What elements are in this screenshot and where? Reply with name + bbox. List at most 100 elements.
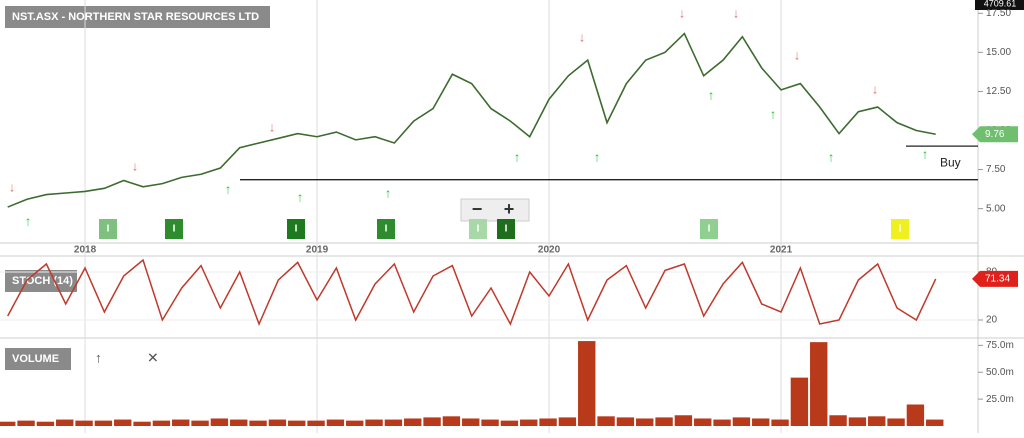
y-tick-label: 5.00 bbox=[986, 203, 1006, 214]
volume-bar bbox=[17, 420, 35, 426]
event-marker-label: I bbox=[505, 224, 508, 235]
volume-bar bbox=[713, 419, 731, 426]
signal-arrow: ↑ bbox=[708, 87, 715, 102]
volume-bar bbox=[404, 418, 422, 426]
volume-bar bbox=[36, 421, 55, 426]
volume-bar bbox=[307, 420, 325, 426]
event-marker bbox=[700, 219, 718, 239]
volume-bar bbox=[133, 421, 151, 426]
event-marker bbox=[497, 219, 515, 239]
volume-bar bbox=[906, 404, 925, 426]
x-tick-label: 2020 bbox=[538, 245, 561, 256]
volume-bar bbox=[56, 419, 74, 426]
volume-bar bbox=[674, 415, 693, 426]
y-tick-label: 12.50 bbox=[986, 86, 1011, 97]
volume-bar bbox=[249, 420, 267, 426]
volume-bar bbox=[636, 418, 654, 426]
volume-bar bbox=[848, 417, 867, 426]
signal-arrow: ↓ bbox=[269, 119, 276, 134]
event-marker-label: I bbox=[899, 224, 902, 235]
signal-arrow: ↑ bbox=[297, 189, 304, 204]
title-box[interactable] bbox=[5, 6, 270, 28]
signal-arrow: ↓ bbox=[794, 47, 801, 62]
volume-bar bbox=[481, 419, 499, 426]
signal-arrow: ↑ bbox=[594, 149, 601, 164]
y-tick-label: 7.50 bbox=[986, 164, 1006, 175]
volume-bar bbox=[230, 419, 248, 426]
event-marker bbox=[469, 219, 487, 239]
event-marker bbox=[287, 219, 305, 239]
volume-bar bbox=[558, 417, 577, 426]
volume-bar bbox=[868, 416, 886, 426]
stoch-title: STOCH (14) bbox=[12, 275, 73, 287]
y-tick-label: 17.50 bbox=[986, 8, 1011, 19]
event-marker-label: I bbox=[173, 224, 176, 235]
signal-arrow: ↑ bbox=[225, 181, 232, 196]
signal-arrow: ↓ bbox=[579, 29, 586, 44]
signal-arrow: ↑ bbox=[25, 213, 32, 228]
price-line bbox=[7, 32, 936, 208]
stoch-tag bbox=[972, 270, 1018, 287]
stoch-tag-label: 71.34 bbox=[985, 274, 1010, 285]
price-tag-label: 9.76 bbox=[985, 129, 1005, 140]
event-marker bbox=[377, 219, 395, 239]
volume-bar bbox=[288, 420, 306, 426]
volume-bar bbox=[771, 419, 789, 426]
signal-arrow: ↑ bbox=[828, 149, 835, 164]
volume-bar bbox=[0, 421, 16, 426]
volume-bar bbox=[578, 341, 596, 426]
signal-arrow: ↑ bbox=[385, 185, 392, 200]
zoom-in[interactable]: + bbox=[504, 199, 515, 219]
volume-bar bbox=[520, 419, 538, 426]
volume-bar bbox=[326, 419, 345, 426]
x-tick-label: 2021 bbox=[770, 245, 793, 256]
x-tick-label: 2019 bbox=[306, 245, 329, 256]
signal-arrow: ↓ bbox=[9, 179, 16, 194]
volume-bar bbox=[462, 418, 480, 426]
volume-bar bbox=[75, 420, 93, 426]
volume-bar bbox=[732, 417, 751, 426]
volume-bar bbox=[114, 419, 132, 426]
event-marker bbox=[99, 219, 117, 239]
volume-bar bbox=[539, 418, 557, 426]
close-icon[interactable]: ✕ bbox=[147, 350, 159, 366]
signal-arrow: ↓ bbox=[132, 158, 139, 173]
y-tick-label: 25.0m bbox=[986, 394, 1014, 405]
event-marker-label: I bbox=[385, 224, 388, 235]
event-marker-label: I bbox=[477, 224, 480, 235]
volume-bar bbox=[790, 377, 809, 426]
volume-bar bbox=[423, 417, 441, 426]
y-tick-label: 75.0m bbox=[986, 340, 1014, 351]
volume-bar bbox=[172, 419, 190, 426]
event-marker-label: I bbox=[708, 224, 711, 235]
price-tag bbox=[972, 126, 1018, 143]
volume-bar bbox=[210, 418, 229, 426]
title: NST.ASX - NORTHERN STAR RESOURCES LTD bbox=[12, 11, 259, 23]
volume-bar bbox=[268, 419, 287, 426]
volume-bar bbox=[655, 417, 673, 426]
event-marker bbox=[165, 219, 183, 239]
signal-arrow: ↑ bbox=[922, 146, 929, 161]
event-marker-label: I bbox=[107, 224, 110, 235]
signal-arrow: ↓ bbox=[733, 5, 740, 20]
buy-label: Buy bbox=[940, 155, 961, 169]
top-value: 4709.61 bbox=[984, 0, 1017, 8]
volume-box[interactable] bbox=[5, 348, 71, 370]
volume-bar bbox=[346, 420, 364, 426]
signal-arrow: ↑ bbox=[514, 149, 521, 164]
volume-bar bbox=[829, 415, 847, 426]
y-tick-label: 50.0m bbox=[986, 367, 1014, 378]
y-tick-label: 15.00 bbox=[986, 47, 1011, 58]
volume-bar bbox=[384, 419, 403, 426]
signal-arrow: ↓ bbox=[679, 5, 686, 20]
volume-bar bbox=[926, 419, 944, 426]
volume-bar bbox=[616, 417, 635, 426]
event-marker bbox=[891, 219, 909, 239]
signal-arrow: ↑ bbox=[770, 106, 777, 121]
up-icon[interactable]: ↑ bbox=[95, 350, 102, 366]
volume-bar bbox=[191, 420, 209, 426]
zoom-out[interactable]: − bbox=[472, 199, 483, 219]
volume-bar bbox=[94, 420, 113, 426]
